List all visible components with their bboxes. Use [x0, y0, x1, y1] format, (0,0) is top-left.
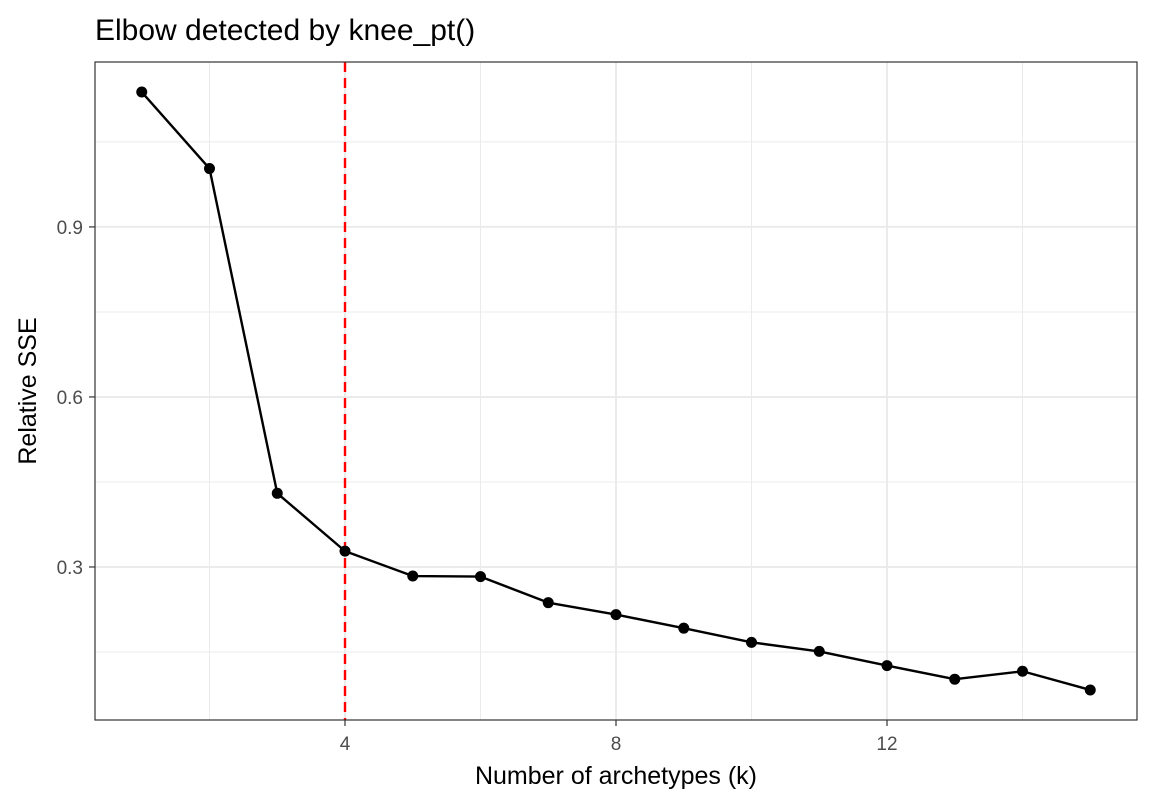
x-tick-label: 12	[876, 734, 897, 755]
data-point	[746, 636, 758, 648]
points-layer	[136, 86, 1096, 696]
data-point	[542, 597, 554, 609]
data-point	[339, 545, 351, 557]
y-tick-label: 0.9	[57, 218, 83, 239]
chart-title: Elbow detected by knee_pt()	[95, 14, 475, 47]
x-axis-ticks: 4 8 12	[340, 720, 898, 755]
y-axis-ticks: 0.3 0.6 0.9	[57, 218, 95, 579]
y-tick-label: 0.6	[57, 388, 83, 409]
major-gridlines	[95, 62, 1137, 720]
x-tick-label: 8	[611, 734, 622, 755]
y-tick-label: 0.3	[57, 558, 83, 579]
data-point	[678, 622, 690, 634]
data-point	[813, 645, 825, 657]
data-point	[136, 86, 148, 98]
data-point	[203, 163, 215, 175]
data-point	[610, 609, 622, 621]
data-point	[949, 673, 961, 685]
x-axis-label: Number of archetypes (k)	[475, 762, 757, 790]
data-point	[881, 660, 893, 672]
data-point	[474, 571, 486, 583]
data-point	[407, 570, 419, 582]
x-tick-label: 4	[340, 734, 351, 755]
y-axis-label: Relative SSE	[14, 317, 42, 464]
data-point	[1017, 665, 1029, 677]
data-point	[1084, 684, 1096, 696]
data-point	[271, 487, 283, 499]
